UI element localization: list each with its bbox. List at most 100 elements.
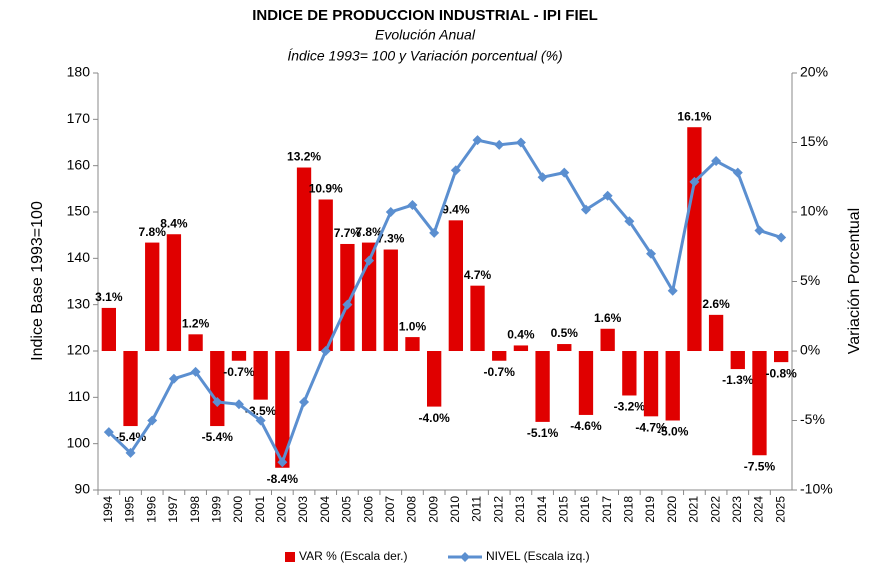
bar bbox=[622, 351, 637, 396]
value-label: -8.4% bbox=[267, 472, 299, 486]
bar bbox=[318, 199, 333, 351]
x-tick-label: 2014 bbox=[535, 496, 549, 523]
y-tick-label: 140 bbox=[67, 249, 91, 265]
legend-swatch bbox=[460, 552, 470, 562]
bar bbox=[166, 234, 182, 351]
marker bbox=[299, 396, 310, 407]
y2-tick-label: 5% bbox=[800, 272, 820, 288]
bar bbox=[188, 334, 203, 351]
y-tick-label: 90 bbox=[74, 481, 90, 497]
x-tick-label: 2024 bbox=[752, 496, 766, 523]
x-tick-label: 2012 bbox=[491, 496, 505, 523]
x-tick-label: 2021 bbox=[687, 496, 701, 523]
legend-label: NIVEL (Escala izq.) bbox=[486, 549, 590, 563]
marker bbox=[342, 299, 353, 310]
marker bbox=[364, 255, 375, 266]
marker bbox=[233, 399, 244, 410]
value-label: -0.7% bbox=[484, 365, 516, 379]
x-tick-label: 2005 bbox=[340, 496, 354, 523]
x-tick-label: 2010 bbox=[448, 496, 462, 523]
bar bbox=[600, 328, 615, 351]
bar bbox=[448, 220, 464, 351]
marker bbox=[559, 167, 570, 178]
bar bbox=[708, 314, 724, 351]
y-tick-label: 180 bbox=[67, 64, 91, 80]
marker bbox=[407, 200, 418, 211]
x-tick-label: 2002 bbox=[275, 496, 289, 523]
x-tick-label: 2019 bbox=[643, 496, 657, 523]
x-tick-label: 2025 bbox=[773, 496, 787, 523]
legend-label: VAR % (Escala der.) bbox=[299, 549, 407, 563]
x-tick-label: 1997 bbox=[166, 496, 180, 523]
x-tick-label: 2006 bbox=[361, 496, 375, 523]
value-label: 0.4% bbox=[507, 328, 535, 342]
marker bbox=[472, 135, 483, 146]
bar bbox=[426, 351, 442, 407]
y2-tick-label: 15% bbox=[800, 133, 828, 149]
marker bbox=[776, 232, 787, 243]
value-label: -0.7% bbox=[223, 365, 255, 379]
marker bbox=[190, 366, 201, 377]
x-tick-label: 2008 bbox=[405, 496, 419, 523]
value-label: 7.3% bbox=[377, 232, 405, 246]
x-tick-label: 2004 bbox=[318, 496, 332, 523]
x-tick-label: 2003 bbox=[296, 496, 310, 523]
marker bbox=[125, 447, 136, 458]
x-tick-label: 2017 bbox=[600, 496, 614, 523]
x-tick-label: 2013 bbox=[513, 496, 527, 523]
marker bbox=[147, 415, 158, 426]
bar bbox=[210, 351, 225, 427]
x-tick-label: 2016 bbox=[578, 496, 592, 523]
value-label: 1.6% bbox=[594, 311, 622, 325]
bar bbox=[557, 344, 572, 351]
value-label: 3.1% bbox=[95, 290, 123, 304]
marker bbox=[450, 165, 461, 176]
value-label: -7.5% bbox=[744, 459, 776, 473]
y2-tick-label: -5% bbox=[800, 411, 825, 427]
value-label: 16.1% bbox=[677, 109, 711, 123]
value-label: 1.2% bbox=[182, 316, 210, 330]
marker bbox=[168, 373, 179, 384]
marker bbox=[320, 346, 331, 356]
marker bbox=[624, 216, 635, 227]
y-tick-label: 160 bbox=[67, 156, 91, 172]
chart-subtitle: Evolución Anual bbox=[375, 27, 476, 43]
value-label: -5.0% bbox=[657, 425, 689, 439]
marker bbox=[537, 172, 548, 183]
y-tick-label: 110 bbox=[68, 388, 91, 404]
chart-subtitle: Índice 1993= 100 y Variación porcentual … bbox=[287, 48, 562, 64]
bar bbox=[730, 351, 745, 370]
x-tick-label: 2022 bbox=[708, 496, 722, 523]
x-tick-label: 1995 bbox=[123, 496, 137, 523]
x-tick-label: 2018 bbox=[622, 496, 636, 523]
bar bbox=[101, 307, 117, 351]
x-tick-label: 2023 bbox=[730, 496, 744, 523]
bar bbox=[643, 351, 659, 417]
value-label: 4.7% bbox=[464, 268, 492, 282]
marker bbox=[429, 227, 440, 238]
value-label: 1.0% bbox=[399, 319, 427, 333]
marker bbox=[711, 156, 722, 167]
value-label: 7.7% bbox=[334, 226, 362, 240]
x-tick-label: 1998 bbox=[188, 496, 202, 523]
marker bbox=[732, 167, 743, 178]
bar bbox=[253, 351, 268, 400]
bar bbox=[513, 345, 529, 351]
x-tick-label: 2011 bbox=[470, 496, 484, 522]
x-tick-label: 1994 bbox=[101, 496, 115, 523]
bar bbox=[492, 351, 507, 361]
marker bbox=[689, 176, 700, 187]
y2-tick-label: 20% bbox=[800, 64, 828, 80]
value-label: 0.5% bbox=[551, 326, 579, 340]
marker bbox=[277, 457, 288, 468]
bar bbox=[535, 351, 550, 422]
y-tick-label: 120 bbox=[67, 342, 91, 358]
legend-swatch bbox=[285, 552, 295, 562]
y-tick-label: 100 bbox=[67, 434, 91, 450]
y2-tick-label: 10% bbox=[800, 203, 828, 219]
value-label: -0.8% bbox=[765, 366, 797, 380]
y2-tick-label: -10% bbox=[800, 481, 833, 497]
y-tick-label: 170 bbox=[67, 110, 91, 126]
bar bbox=[752, 351, 767, 456]
x-tick-label: 2009 bbox=[426, 496, 440, 523]
